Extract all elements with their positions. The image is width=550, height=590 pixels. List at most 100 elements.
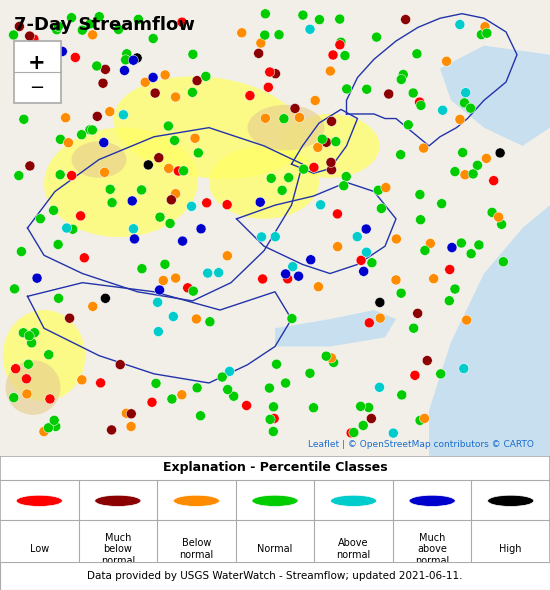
Point <box>362 224 371 234</box>
Point <box>327 117 336 126</box>
Point <box>152 379 161 388</box>
Point <box>306 255 315 264</box>
Point <box>56 135 65 144</box>
Point <box>438 106 447 115</box>
Ellipse shape <box>280 114 380 178</box>
Point <box>9 30 18 40</box>
Point <box>316 200 325 209</box>
Point <box>359 421 367 430</box>
Point <box>419 143 428 153</box>
Point <box>364 403 373 412</box>
Point <box>256 38 265 48</box>
Point <box>332 137 340 146</box>
Point <box>299 11 307 20</box>
Text: 7-Day Streamflow: 7-Day Streamflow <box>14 16 195 34</box>
Circle shape <box>95 495 141 506</box>
Point <box>254 48 263 58</box>
Point <box>264 83 273 92</box>
Point <box>78 25 87 35</box>
Point <box>457 238 466 248</box>
Point <box>238 28 246 38</box>
Point <box>362 247 371 257</box>
Point <box>76 211 85 221</box>
Point <box>397 75 406 84</box>
Point <box>327 353 336 363</box>
Text: 76-90%: 76-90% <box>335 578 372 588</box>
Point <box>281 378 290 388</box>
Point <box>202 198 211 208</box>
Point <box>122 49 131 58</box>
Point <box>306 25 315 34</box>
FancyBboxPatch shape <box>0 456 550 590</box>
Point <box>197 224 206 234</box>
FancyBboxPatch shape <box>14 41 60 103</box>
Point <box>461 88 470 97</box>
Point <box>178 237 187 246</box>
Point <box>164 122 173 131</box>
Circle shape <box>173 495 219 506</box>
Point <box>192 314 201 324</box>
Point <box>458 148 467 158</box>
Point <box>119 110 128 120</box>
Point <box>269 402 278 412</box>
Point <box>178 18 186 27</box>
Point <box>346 428 355 438</box>
Point <box>256 198 265 207</box>
Point <box>490 176 498 185</box>
Ellipse shape <box>114 76 304 179</box>
Point <box>154 327 163 336</box>
Text: −: − <box>29 78 45 97</box>
Point <box>415 190 424 199</box>
Text: Above
normal: Above normal <box>337 538 371 560</box>
Point <box>399 70 408 79</box>
Point <box>189 50 197 59</box>
Point <box>322 352 331 361</box>
Point <box>357 255 366 265</box>
Point <box>134 15 143 24</box>
Point <box>437 199 446 208</box>
Point <box>32 273 41 283</box>
Point <box>488 208 497 217</box>
Text: 10-24%: 10-24% <box>178 578 215 588</box>
Ellipse shape <box>209 146 319 219</box>
Point <box>204 268 212 278</box>
Point <box>61 113 70 123</box>
Point <box>376 313 384 323</box>
Point <box>15 22 24 31</box>
Point <box>477 30 486 40</box>
Point <box>409 88 417 98</box>
Point <box>421 246 430 255</box>
Point <box>245 91 254 100</box>
Point <box>166 219 174 228</box>
Point <box>148 73 157 82</box>
Circle shape <box>488 495 534 506</box>
Point <box>365 318 373 327</box>
Point <box>54 294 63 303</box>
Point <box>327 158 336 167</box>
Text: Much
above
normal: Much above normal <box>415 533 449 566</box>
Point <box>194 148 203 158</box>
Point <box>420 414 429 423</box>
Point <box>265 67 274 77</box>
Point <box>375 382 384 392</box>
Point <box>397 289 405 298</box>
Point <box>107 425 116 435</box>
Point <box>100 168 109 177</box>
Point <box>499 257 508 267</box>
Point <box>50 415 59 425</box>
Point <box>127 409 136 418</box>
Point <box>326 66 335 76</box>
Point <box>192 383 201 392</box>
Point <box>382 183 390 192</box>
Point <box>106 107 114 116</box>
Point <box>93 112 102 121</box>
Point <box>170 136 179 145</box>
Point <box>19 114 28 124</box>
Point <box>336 40 344 50</box>
Point <box>130 234 139 244</box>
Text: Normal: Normal <box>257 544 293 554</box>
Polygon shape <box>440 45 550 146</box>
Point <box>469 169 477 179</box>
Point <box>429 274 438 283</box>
Point <box>392 234 401 244</box>
